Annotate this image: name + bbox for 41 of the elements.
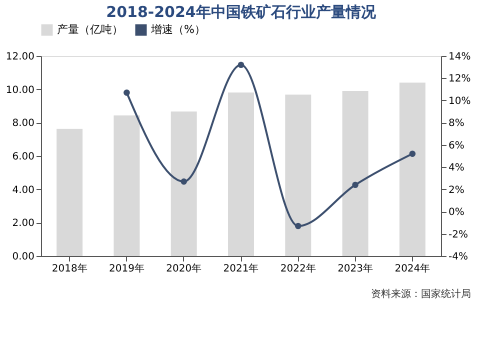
x-tick-label: 2018年 (52, 262, 88, 274)
y-tick-label: 4.00 (12, 184, 34, 196)
y-tick-label: 10.00 (6, 84, 34, 96)
point (409, 150, 416, 157)
bar (285, 94, 312, 256)
bar (114, 115, 140, 256)
y-tick-label: 8.00 (12, 118, 34, 130)
bar (56, 128, 83, 256)
y2-tick-label: 4% (448, 162, 464, 174)
y2-tick-label: 2% (448, 184, 464, 196)
x-tick-label: 2021年 (223, 262, 259, 274)
chart-title: 2018-2024年中国铁矿石行业产量情况 (106, 3, 377, 21)
y-tick-label: 0.00 (12, 252, 34, 262)
bar (399, 82, 426, 256)
y2-tick-label: -2% (448, 229, 468, 240)
y2-tick-label: 14% (448, 52, 471, 62)
y2-tick-label: -4% (448, 252, 468, 262)
text: 资料来源：国家统计局 (371, 288, 471, 300)
point (124, 90, 130, 96)
y2-tick-label: 10% (448, 96, 471, 107)
x-tick-label: 2024年 (394, 262, 430, 274)
x-tick-label: 2022年 (280, 262, 316, 274)
y2-tick-label: 6% (448, 140, 464, 152)
bar (342, 91, 368, 256)
y2-tick-label: 0% (448, 207, 464, 218)
y2-tick-label: 8% (448, 118, 464, 130)
y-tick-label: 12.00 (6, 52, 34, 62)
x-tick-label: 2019年 (108, 262, 144, 274)
legend-label: 产量（亿吨） (57, 23, 123, 36)
y-tick-label: 6.00 (12, 152, 34, 162)
point (180, 178, 188, 185)
x-tick-label: 2023年 (338, 262, 374, 274)
bar (228, 92, 254, 256)
legend-label: 增速（%） (150, 23, 206, 36)
point (294, 222, 302, 230)
point (238, 62, 244, 68)
x-tick-label: 2020年 (166, 262, 202, 274)
y-tick-label: 2.00 (12, 218, 34, 230)
y2-tick-label: 12% (448, 74, 471, 85)
point (352, 182, 358, 188)
bar (170, 112, 197, 256)
